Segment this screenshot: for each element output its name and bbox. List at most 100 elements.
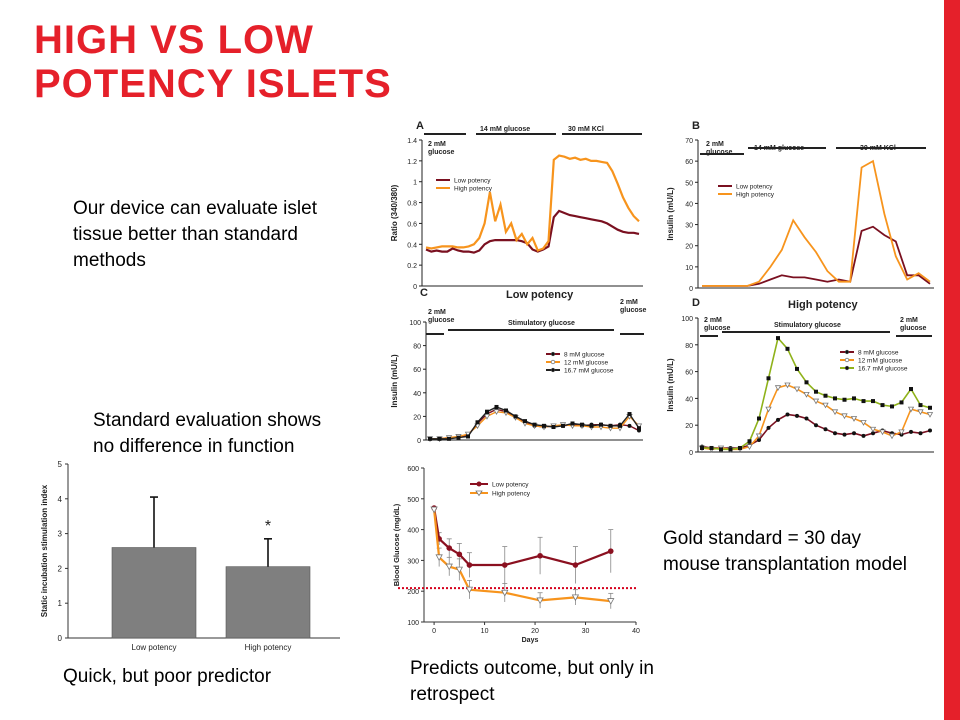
data-point <box>437 436 442 441</box>
data-point <box>607 598 615 605</box>
data-point <box>570 421 575 426</box>
data-point <box>907 406 915 413</box>
data-point <box>757 416 761 421</box>
data-point <box>551 425 556 430</box>
y-tick-label: 0 <box>413 284 417 291</box>
protocol-label: Stimulatory glucose <box>508 320 575 327</box>
data-point <box>774 385 782 392</box>
data-point <box>795 366 799 371</box>
data-point <box>738 445 742 450</box>
y-tick-label: 0.6 <box>407 221 417 228</box>
data-point <box>850 416 858 422</box>
y-tick-label: 5 <box>58 460 63 469</box>
y-tick-label: 20 <box>685 423 693 430</box>
data-point <box>918 431 923 436</box>
y-tick-label: 0 <box>417 438 421 445</box>
protocol-label: 2 mM <box>428 309 446 316</box>
y-tick-label: 0.2 <box>407 263 417 270</box>
data-point <box>537 552 543 559</box>
data-point <box>445 563 453 571</box>
y-tick-label: 60 <box>685 159 693 166</box>
y-tick-label: 10 <box>685 265 693 272</box>
data-point <box>812 398 820 405</box>
data-point <box>483 414 491 420</box>
data-point <box>852 431 856 436</box>
y-tick-label: 0 <box>689 286 693 293</box>
data-point <box>831 409 839 416</box>
y-axis-label: Static incubation stimulation index <box>40 484 49 617</box>
y-tick-label: 80 <box>413 344 421 351</box>
data-point <box>918 403 923 408</box>
data-point <box>504 408 508 413</box>
data-point <box>446 545 453 551</box>
data-point <box>542 423 546 428</box>
protocol-label: Stimulatory glucose <box>774 322 841 329</box>
legend-label: Low potency <box>454 178 491 185</box>
chart-panel-b: 0 10 20 30 40 50 60 70 Insulin (mU/L) B 2 mMglucos… <box>666 120 934 293</box>
chart-panel-c: 0 20 40 60 80 100 Insulin (mU/L) C Low potency 2 … <box>390 287 647 445</box>
protocol-label: 14 mM glucose <box>754 145 804 152</box>
protocol-label: 2 mM <box>704 317 722 324</box>
data-point <box>766 376 771 381</box>
y-tick-label: 600 <box>407 466 419 473</box>
data-point <box>776 417 780 422</box>
data-point <box>804 380 809 385</box>
series-line <box>702 159 931 287</box>
data-point <box>456 551 463 558</box>
data-point <box>860 420 867 426</box>
y-tick-label: 500 <box>407 497 419 504</box>
protocol-label: 2 mM <box>428 141 446 148</box>
legend-label: High potency <box>736 192 775 199</box>
panel-letter: C <box>420 287 428 299</box>
y-tick-label: 4 <box>58 495 63 504</box>
series-line <box>701 384 931 451</box>
y-tick-label: 100 <box>409 320 421 327</box>
data-point <box>428 436 432 441</box>
data-point <box>909 429 913 434</box>
caption-predicts: Predicts outcome, but only in retrospect <box>410 658 654 705</box>
protocol-label: 2 mM <box>706 141 724 148</box>
y-tick-label: 20 <box>685 244 693 251</box>
y-tick-label: 300 <box>407 558 419 565</box>
data-point <box>823 393 828 398</box>
data-point <box>485 409 489 414</box>
title-line-1: HIGH VS LOW <box>34 18 314 62</box>
data-point <box>833 396 837 401</box>
y-tick-label: 40 <box>685 396 693 403</box>
data-point <box>766 425 771 430</box>
data-point <box>435 554 443 562</box>
data-point <box>580 422 584 427</box>
title-line-2: POTENCY ISLETS <box>34 62 392 106</box>
data-point <box>814 423 818 428</box>
data-point <box>466 434 470 439</box>
data-point <box>700 445 704 450</box>
data-point <box>793 386 801 393</box>
protocol-label: glucose <box>428 317 455 324</box>
slide-title: HIGH VS LOW POTENCY ISLETS <box>34 18 634 106</box>
y-axis-label: Ratio (340/380) <box>390 184 399 241</box>
y-tick-label: 0 <box>689 450 693 457</box>
data-point <box>928 428 932 433</box>
data-point <box>709 445 714 450</box>
x-axis-label: Days <box>522 637 539 644</box>
y-tick-label: 70 <box>685 138 693 145</box>
data-point <box>607 548 614 554</box>
series-line <box>425 154 640 252</box>
data-point <box>746 444 753 450</box>
protocol-label: 2 mM <box>620 299 638 306</box>
data-point <box>822 402 829 409</box>
data-point <box>852 396 856 401</box>
protocol-label: glucose <box>704 325 731 332</box>
data-point <box>814 389 818 394</box>
data-point <box>890 404 894 409</box>
y-tick-label: 100 <box>407 620 419 627</box>
x-tick-label: 20 <box>531 628 539 635</box>
legend-label: High potency <box>454 186 493 193</box>
y-tick-label: 30 <box>685 223 693 230</box>
legend-marker <box>550 367 556 373</box>
y-tick-label: 1.4 <box>407 138 417 145</box>
data-point <box>803 391 810 398</box>
legend-marker <box>550 359 556 365</box>
category-label: Low potency <box>132 643 177 652</box>
bar <box>111 547 197 639</box>
